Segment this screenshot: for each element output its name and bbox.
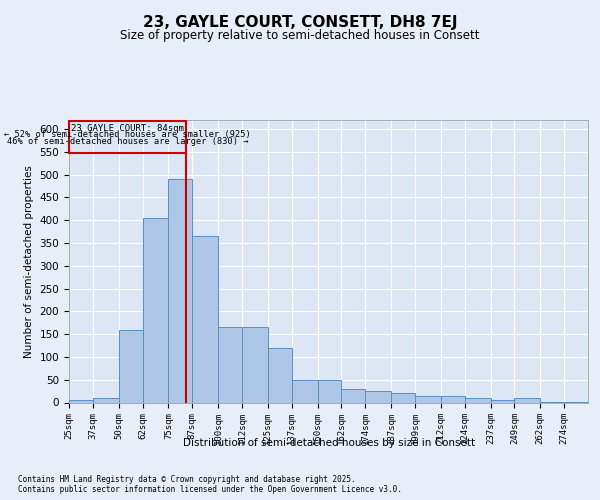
Text: Contains public sector information licensed under the Open Government Licence v3: Contains public sector information licen… [18,484,402,494]
Bar [242,328,268,402]
Text: 23 GAYLE COURT: 84sqm: 23 GAYLE COURT: 84sqm [71,124,184,133]
Bar [514,398,540,402]
Bar [218,328,242,402]
Bar [391,394,415,402]
Bar [465,398,491,402]
Text: 23, GAYLE COURT, CONSETT, DH8 7EJ: 23, GAYLE COURT, CONSETT, DH8 7EJ [143,15,457,30]
Bar [93,398,119,402]
Bar [192,236,218,402]
Bar [268,348,292,403]
Bar [69,400,93,402]
Bar [143,218,169,402]
Text: ← 52% of semi-detached houses are smaller (925): ← 52% of semi-detached houses are smalle… [4,130,251,140]
Bar [169,179,192,402]
Bar [317,380,341,402]
Text: 46% of semi-detached houses are larger (830) →: 46% of semi-detached houses are larger (… [7,137,248,146]
Text: Distribution of semi-detached houses by size in Consett: Distribution of semi-detached houses by … [183,438,475,448]
Text: Contains HM Land Registry data © Crown copyright and database right 2025.: Contains HM Land Registry data © Crown c… [18,474,356,484]
Text: Size of property relative to semi-detached houses in Consett: Size of property relative to semi-detach… [120,29,480,42]
Bar [491,400,514,402]
Bar [119,330,143,402]
Bar [441,396,465,402]
Y-axis label: Number of semi-detached properties: Number of semi-detached properties [24,165,34,358]
Bar [341,389,365,402]
Bar [415,396,441,402]
Bar [69,121,187,153]
Bar [292,380,317,402]
Bar [365,391,391,402]
